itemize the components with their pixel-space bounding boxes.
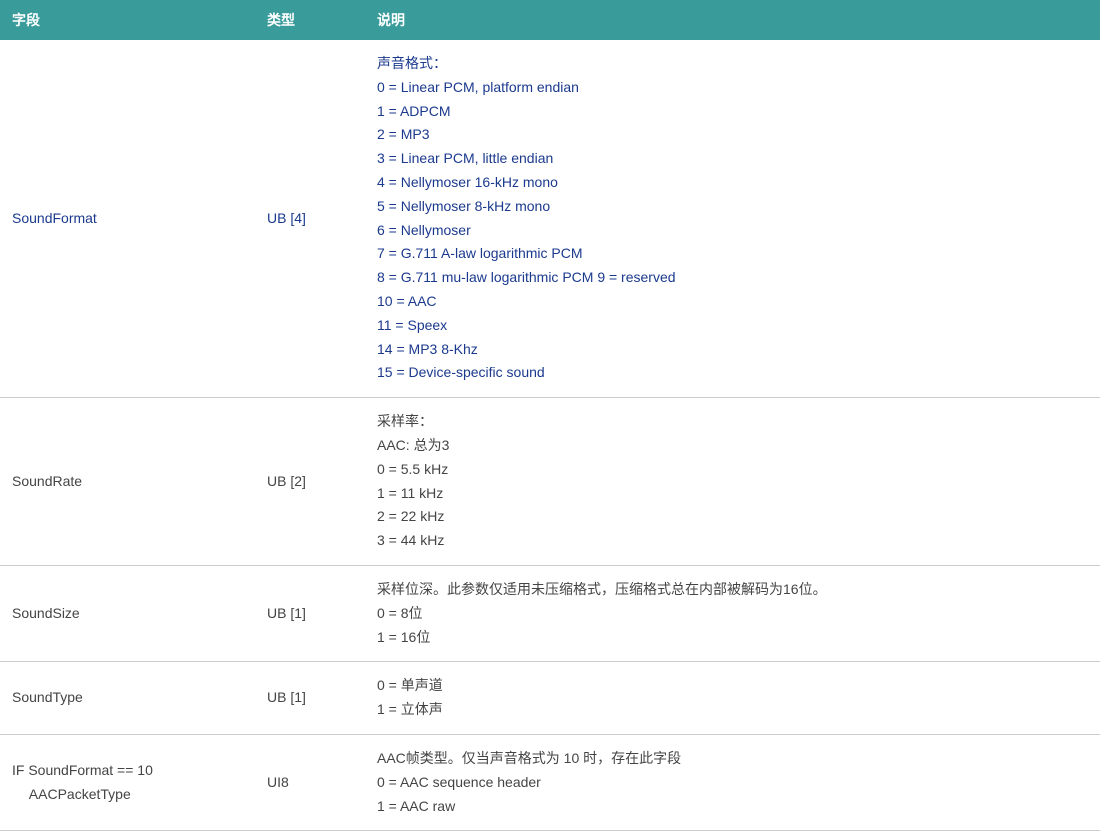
cell-type: UB [1] [255, 662, 365, 735]
table-row: SoundFormatUB [4]声音格式：0 = Linear PCM, pl… [0, 40, 1100, 398]
desc-line: 5 = Nellymoser 8-kHz mono [377, 195, 1088, 219]
table-row: SoundTypeUB [1]0 = 单声道1 = 立体声 [0, 662, 1100, 735]
cell-type: UB [2] [255, 398, 365, 566]
desc-line: 4 = Nellymoser 16-kHz mono [377, 171, 1088, 195]
desc-line: 1 = ADPCM [377, 100, 1088, 124]
field-text: IF SoundFormat == 10 [12, 759, 243, 783]
field-text: AACPacketType [12, 783, 243, 807]
cell-field: IF SoundFormat == 10AACPacketType [0, 734, 255, 830]
desc-line: AAC帧类型。仅当声音格式为 10 时，存在此字段 [377, 747, 1088, 771]
desc-line: 0 = 8位 [377, 602, 1088, 626]
desc-line: 1 = 11 kHz [377, 482, 1088, 506]
cell-desc: 采样位深。此参数仅适用未压缩格式，压缩格式总在内部被解码为16位。0 = 8位1… [365, 565, 1100, 661]
cell-desc: 声音格式：0 = Linear PCM, platform endian1 = … [365, 40, 1100, 398]
cell-field: SoundFormat [0, 40, 255, 398]
table-body: SoundFormatUB [4]声音格式：0 = Linear PCM, pl… [0, 40, 1100, 831]
desc-line: 3 = 44 kHz [377, 529, 1088, 553]
col-header-type: 类型 [255, 0, 365, 40]
cell-desc: 0 = 单声道1 = 立体声 [365, 662, 1100, 735]
col-header-desc: 说明 [365, 0, 1100, 40]
desc-line: 1 = 立体声 [377, 698, 1088, 722]
desc-line: 采样位深。此参数仅适用未压缩格式，压缩格式总在内部被解码为16位。 [377, 578, 1088, 602]
desc-line: 8 = G.711 mu-law logarithmic PCM 9 = res… [377, 266, 1088, 290]
desc-line: 14 = MP3 8-Khz [377, 338, 1088, 362]
desc-line: 0 = 单声道 [377, 674, 1088, 698]
desc-line: 2 = 22 kHz [377, 505, 1088, 529]
desc-line: 声音格式： [377, 52, 1088, 76]
desc-line: 3 = Linear PCM, little endian [377, 147, 1088, 171]
table-header-row: 字段 类型 说明 [0, 0, 1100, 40]
table-row: SoundSizeUB [1]采样位深。此参数仅适用未压缩格式，压缩格式总在内部… [0, 565, 1100, 661]
cell-type: UI8 [255, 734, 365, 830]
desc-line: 0 = Linear PCM, platform endian [377, 76, 1088, 100]
desc-line: 6 = Nellymoser [377, 219, 1088, 243]
desc-line: 采样率： [377, 410, 1088, 434]
desc-line: 0 = AAC sequence header [377, 771, 1088, 795]
cell-field: SoundRate [0, 398, 255, 566]
desc-line: 1 = 16位 [377, 626, 1088, 650]
cell-field: SoundSize [0, 565, 255, 661]
desc-line: 10 = AAC [377, 290, 1088, 314]
col-header-field: 字段 [0, 0, 255, 40]
cell-type: UB [1] [255, 565, 365, 661]
cell-field: SoundType [0, 662, 255, 735]
table-row: IF SoundFormat == 10AACPacketTypeUI8AAC帧… [0, 734, 1100, 830]
cell-desc: AAC帧类型。仅当声音格式为 10 时，存在此字段0 = AAC sequenc… [365, 734, 1100, 830]
desc-line: 11 = Speex [377, 314, 1088, 338]
table-row: SoundRateUB [2]采样率：AAC: 总为30 = 5.5 kHz1 … [0, 398, 1100, 566]
desc-line: 2 = MP3 [377, 123, 1088, 147]
cell-type: UB [4] [255, 40, 365, 398]
cell-desc: 采样率：AAC: 总为30 = 5.5 kHz1 = 11 kHz2 = 22 … [365, 398, 1100, 566]
desc-line: 0 = 5.5 kHz [377, 458, 1088, 482]
desc-line: 7 = G.711 A-law logarithmic PCM [377, 242, 1088, 266]
desc-line: AAC: 总为3 [377, 434, 1088, 458]
desc-line: 15 = Device-specific sound [377, 361, 1088, 385]
spec-table: 字段 类型 说明 SoundFormatUB [4]声音格式：0 = Linea… [0, 0, 1100, 831]
